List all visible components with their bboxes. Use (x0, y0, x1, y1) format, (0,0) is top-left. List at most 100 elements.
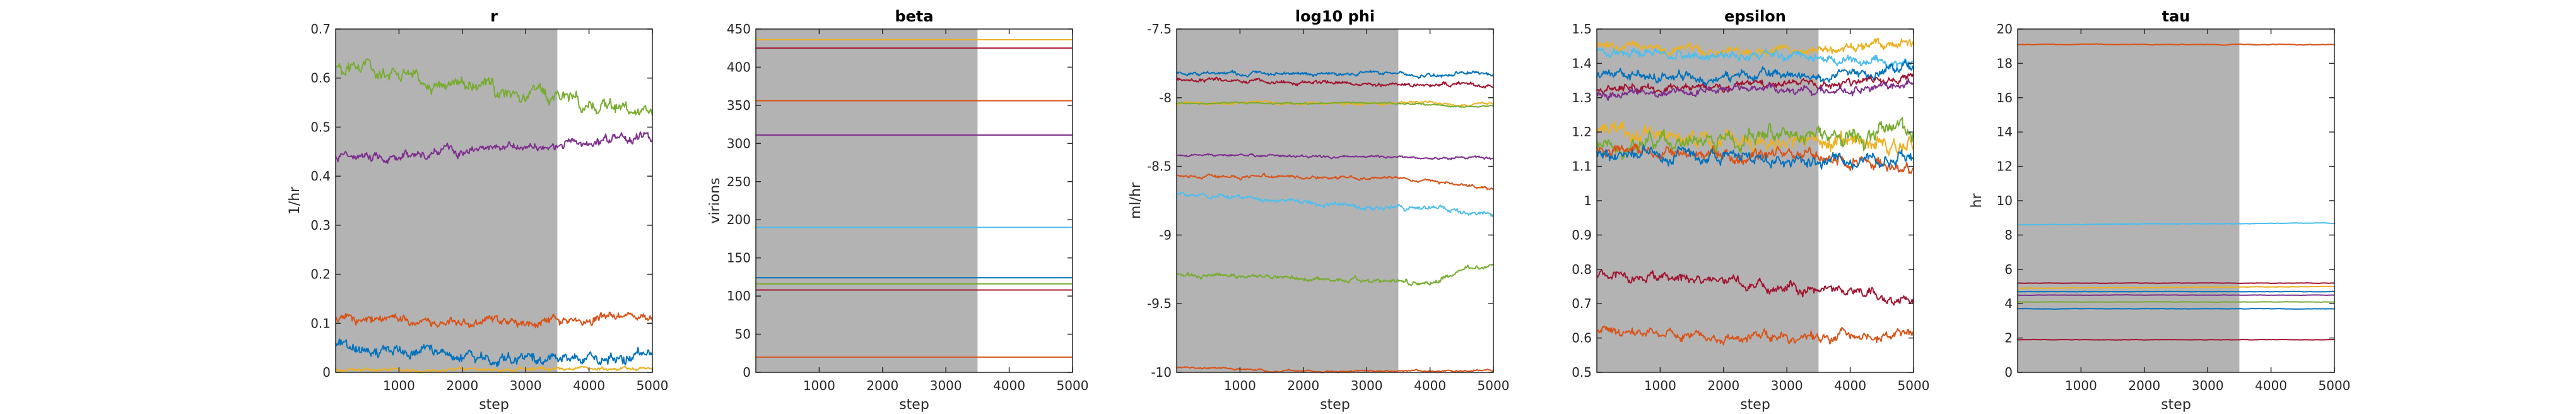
y-tick-label: 6 (2004, 262, 2013, 277)
y-tick-label: 100 (727, 288, 751, 304)
series-line-2 (335, 131, 653, 164)
subplot-title: beta (895, 8, 933, 25)
y-tick-label: 1.4 (1572, 56, 1592, 71)
axes-box (335, 28, 653, 373)
y-tick-label: 1 (1584, 193, 1592, 208)
y-tick-label: 0 (743, 365, 751, 380)
subplot-3: 1000 2000 3000 4000 5000 -10 -9.5 -9 -8.5 -8 -7.5 l… (1128, 8, 1509, 413)
y-tick-label: 1.5 (1572, 21, 1592, 37)
x-tick-label: 2000 (866, 378, 898, 393)
x-tick-label: 4000 (1834, 378, 1866, 393)
x-tick-label: 4000 (1414, 378, 1446, 393)
y-tick-label: 0.7 (1572, 296, 1592, 311)
x-tick-label: 5000 (1478, 378, 1510, 393)
y-tick-label: 450 (727, 21, 751, 37)
subplot-title: log10 phi (1295, 8, 1375, 25)
y-tick-label: -8.5 (1147, 159, 1172, 174)
y-axis-label: 1/hr (287, 186, 303, 215)
y-tick-label: 0.4 (310, 169, 331, 184)
x-tick-label: 3000 (2192, 378, 2224, 393)
y-tick-label: 0 (2004, 365, 2013, 380)
y-tick-label: 16 (1997, 90, 2013, 105)
shaded-region (756, 29, 978, 372)
y-tick-label: 14 (1997, 124, 2013, 139)
series-line-6 (1176, 172, 1494, 191)
series-line-4 (2017, 285, 2335, 289)
x-tick-label: 2000 (446, 378, 478, 393)
y-tick-label: 1.2 (1572, 124, 1592, 139)
subplot-title: epsilon (1724, 8, 1786, 25)
x-tick-label: 4000 (2255, 378, 2287, 393)
subplot-title: tau (2162, 8, 2191, 25)
y-tick-label: 8 (2004, 227, 2013, 242)
series-line-1 (1176, 69, 1494, 80)
y-tick-label: 300 (727, 136, 751, 151)
x-tick-label: 1000 (803, 378, 835, 393)
x-axis-label: step (899, 397, 929, 413)
y-tick-label: -10 (1151, 365, 1172, 380)
x-tick-label: 1000 (1644, 378, 1676, 393)
y-tick-label: 0.6 (310, 71, 331, 86)
y-tick-label: 0.9 (1572, 227, 1592, 242)
subplot-4: 1000 2000 3000 4000 5000 0.5 0.6 0.7 0.8 0.9 1 1.1 1… (1572, 8, 1929, 413)
subplot-1: 1000 2000 3000 4000 5000 0 0.1 0.2 0.3 0.4 0.5 0.6 0… (287, 8, 668, 413)
series-line-3 (1596, 59, 1914, 88)
x-tick-label: 3000 (510, 378, 542, 393)
x-tick-label: 5000 (1057, 378, 1089, 393)
y-tick-label: 150 (727, 251, 751, 266)
x-tick-label: 1000 (383, 378, 415, 393)
y-tick-label: 0.8 (1572, 262, 1592, 277)
y-tick-label: 0.2 (310, 267, 331, 282)
y-tick-label: 0.7 (310, 21, 331, 37)
x-tick-label: 3000 (930, 378, 962, 393)
y-axis-label: ml/hr (1128, 182, 1144, 219)
y-tick-label: -8 (1159, 90, 1172, 105)
x-tick-label: 4000 (573, 378, 605, 393)
y-tick-label: 2 (2004, 331, 2013, 346)
series-line-9 (1596, 144, 1914, 170)
x-tick-label: 5000 (637, 378, 669, 393)
series-line-1 (335, 58, 653, 116)
y-tick-label: 400 (727, 59, 751, 74)
x-tick-label: 5000 (1898, 378, 1930, 393)
x-tick-label: 4000 (993, 378, 1025, 393)
x-tick-label: 2000 (1287, 378, 1319, 393)
y-tick-label: 0.5 (310, 119, 331, 134)
y-tick-label: 0 (322, 365, 331, 380)
x-axis-label: step (1320, 397, 1350, 413)
y-tick-label: 350 (727, 98, 751, 113)
x-tick-label: 3000 (1351, 378, 1383, 393)
y-tick-label: 0.1 (310, 316, 331, 331)
series-line-2 (2017, 222, 2335, 226)
series-line-4 (1176, 101, 1494, 109)
series-line-8 (1176, 264, 1494, 287)
y-tick-label: 1.3 (1572, 90, 1592, 105)
axes-box (755, 28, 1073, 373)
x-tick-label: 5000 (2319, 378, 2351, 393)
y-tick-label: -7.5 (1147, 21, 1172, 37)
x-tick-label: 1000 (1224, 378, 1256, 393)
y-tick-label: 20 (1997, 21, 2013, 37)
y-tick-label: 4 (2004, 296, 2013, 311)
series-line-1 (1596, 37, 1914, 58)
series-line-10 (1596, 269, 1914, 306)
shaded-region (2018, 29, 2240, 372)
series-line-3 (335, 311, 653, 329)
y-tick-label: 18 (1997, 56, 2013, 71)
subplot-title: r (490, 8, 498, 25)
series-line-4 (335, 338, 653, 367)
subplot-5: 1000 2000 3000 4000 5000 0 2 4 6 8 10 12 14 16 18 20 tau… (1969, 8, 2350, 413)
y-tick-label: 1.1 (1572, 159, 1592, 174)
y-tick-label: 200 (727, 212, 751, 227)
series-line-5 (1596, 78, 1914, 101)
y-axis-label: virions (707, 177, 723, 223)
series-line-4 (1596, 73, 1914, 96)
series-line-7 (1176, 191, 1494, 218)
y-tick-label: 0.5 (1572, 365, 1592, 380)
x-tick-label: 3000 (1771, 378, 1803, 393)
subplot-2: 1000 2000 3000 4000 5000 0 50 100 150 200 250 300 35… (707, 8, 1088, 413)
y-tick-label: 10 (1997, 193, 2013, 208)
series-line-5 (1176, 153, 1494, 160)
series-line-11 (1596, 325, 1914, 346)
